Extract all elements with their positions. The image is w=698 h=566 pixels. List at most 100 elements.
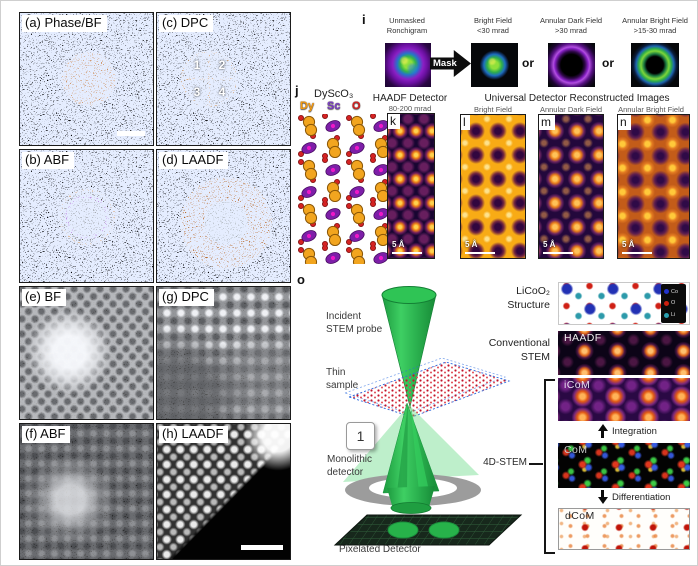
caption-bright-field: Bright Field <30 mrad: [474, 16, 512, 35]
panel-c-dpc: 1 2 3 4 (c) DPC: [156, 12, 291, 146]
panel-g-dpc-image: (g) DPC: [156, 286, 291, 420]
panel-f-abf-image: (f) ABF: [19, 423, 154, 560]
cone-flute: [410, 403, 429, 492]
scale-bar: [465, 251, 495, 254]
panel-f-label: (f) ABF: [22, 426, 71, 444]
abf-ring-diagram: [59, 189, 115, 245]
noise-texture: [20, 287, 153, 419]
com-image: CoM: [558, 443, 690, 488]
legend-o: O: [352, 100, 361, 112]
panel-e-label: (e) BF: [22, 289, 67, 307]
integration-arrow-row: Integration: [597, 424, 657, 438]
scale-bar: [117, 131, 145, 136]
scale-text: 5 Å: [543, 240, 556, 249]
panel-d-laadf: (d) LAADF: [156, 149, 291, 283]
panel-b-label: (b) ABF: [22, 152, 75, 170]
co-dot-icon: [664, 289, 669, 295]
bf-disk-diagram: [62, 52, 116, 106]
thin-sample-slab: [347, 361, 511, 418]
panel-a-phase-bf: (a) Phase/BF: [19, 12, 154, 146]
mask-arrow: Mask: [430, 50, 471, 77]
com-image-label: CoM: [564, 444, 588, 456]
panel-h-label: (h) LAADF: [159, 426, 229, 444]
panel-e-bf-image: (e) BF: [19, 286, 154, 420]
down-arrow-icon: [597, 490, 608, 504]
sample-outline-back: [343, 357, 507, 414]
haadf-image-label: HAADF: [564, 332, 602, 344]
annular-bright-field-mask-image: [631, 43, 679, 87]
dpc-quadrant-4: 4: [218, 85, 226, 99]
panel-l-letter: l: [461, 115, 470, 130]
panel-l-bright-field: l 5 Å: [460, 114, 526, 259]
stem-schematic: [333, 286, 523, 546]
or-word-1: or: [522, 56, 534, 70]
dpc-quadrant-1: 1: [193, 58, 201, 72]
scale-bar: [241, 545, 283, 550]
scale-text: 5 Å: [622, 240, 635, 249]
dpc-quadrant-3: 3: [193, 85, 201, 99]
legend-row-o: O: [664, 300, 686, 306]
licoo2-legend: Co O Li: [661, 284, 686, 323]
up-arrow-icon: [597, 424, 608, 438]
li-dot-icon: [664, 312, 669, 318]
caption-unmasked-ronchigram: Unmasked Ronchigram: [386, 16, 428, 35]
legend-row-co: Co: [664, 289, 686, 295]
legend-dy: Dy: [300, 100, 315, 112]
mask-arrow-label: Mask: [433, 58, 457, 69]
conventional-stem-label: Conventional STEM: [488, 337, 550, 363]
scale-bar: [543, 251, 573, 254]
laadf-center-disk: [204, 201, 248, 245]
monolithic-detector-label: Monolithic detector: [327, 454, 373, 478]
universal-detector-title: Universal Detector Reconstructed Images: [484, 93, 670, 104]
panel-n-annular-bright: n 5 Å: [617, 114, 690, 259]
legend-li: Li: [671, 312, 676, 319]
bf-mask-disk: [62, 52, 116, 106]
differentiation-arrow-row: Differentiation: [597, 490, 670, 504]
four-d-stem-label: 4D-STEM: [483, 457, 527, 468]
probe-cone-top: [381, 286, 437, 304]
caption-annular-bright-field: Annular Bright Field >15-30 mrad: [622, 16, 688, 35]
panel-k-haadf: k 5 Å: [387, 113, 435, 259]
panel-j-letter: j: [295, 83, 299, 98]
bright-field-mask-image: [471, 43, 518, 87]
noise-texture: [157, 287, 290, 419]
laadf-annulus-diagram: [180, 177, 272, 269]
haadf-image: HAADF: [558, 331, 690, 375]
integration-label: Integration: [612, 425, 657, 437]
panel-a-label: (a) Phase/BF: [22, 15, 107, 33]
bracket-dash: [529, 463, 543, 465]
dpc-quadrant-2: 2: [218, 58, 226, 72]
cone-footprint: [390, 502, 432, 514]
scale-text: 5 Å: [392, 240, 405, 249]
dpc-quadrant-diagram: [181, 51, 237, 107]
caption-annular-dark-field: Annular Dark Field >30 mrad: [539, 16, 603, 35]
detector-disk-left: [387, 521, 419, 539]
panel-g-label: (g) DPC: [159, 289, 214, 307]
panel-c-label: (c) DPC: [159, 15, 214, 33]
noise-texture: [20, 424, 153, 559]
caption-n-annular-bright: Annular Bright Field: [618, 105, 684, 114]
panel-h-laadf-image: (h) LAADF: [156, 423, 291, 560]
or-word-2: or: [602, 56, 614, 70]
pixelated-detector-grid: [333, 514, 523, 546]
incident-probe-label: Incident STEM probe: [326, 311, 383, 335]
panel-m-annular-dark: m 5 Å: [538, 114, 604, 259]
icom-image: iCoM: [558, 378, 690, 421]
annular-dark-field-mask-image: [548, 43, 595, 87]
abf-center-disk: [69, 199, 105, 235]
differentiation-label: Differentiation: [612, 491, 671, 503]
panel-k-letter: k: [388, 114, 400, 129]
pixelated-detector-label: Pixelated Detector: [339, 544, 421, 555]
panel-i-letter: i: [362, 12, 366, 27]
icom-image-label: iCoM: [564, 379, 591, 391]
licoo2-structure-label: LiCoO₂ Structure: [507, 285, 550, 311]
annotation-marker-1[interactable]: 1: [346, 422, 375, 450]
panel-b-abf: (b) ABF: [19, 149, 154, 283]
scale-bar: [622, 251, 652, 254]
dcom-image-label: dCoM: [565, 510, 595, 522]
haadf-detector-range: 80-200 mrad: [388, 104, 432, 113]
o-dot-icon: [664, 300, 669, 306]
panel-o-letter: o: [297, 272, 305, 287]
caption-m-annular-dark: Annular Dark Field: [539, 105, 603, 114]
